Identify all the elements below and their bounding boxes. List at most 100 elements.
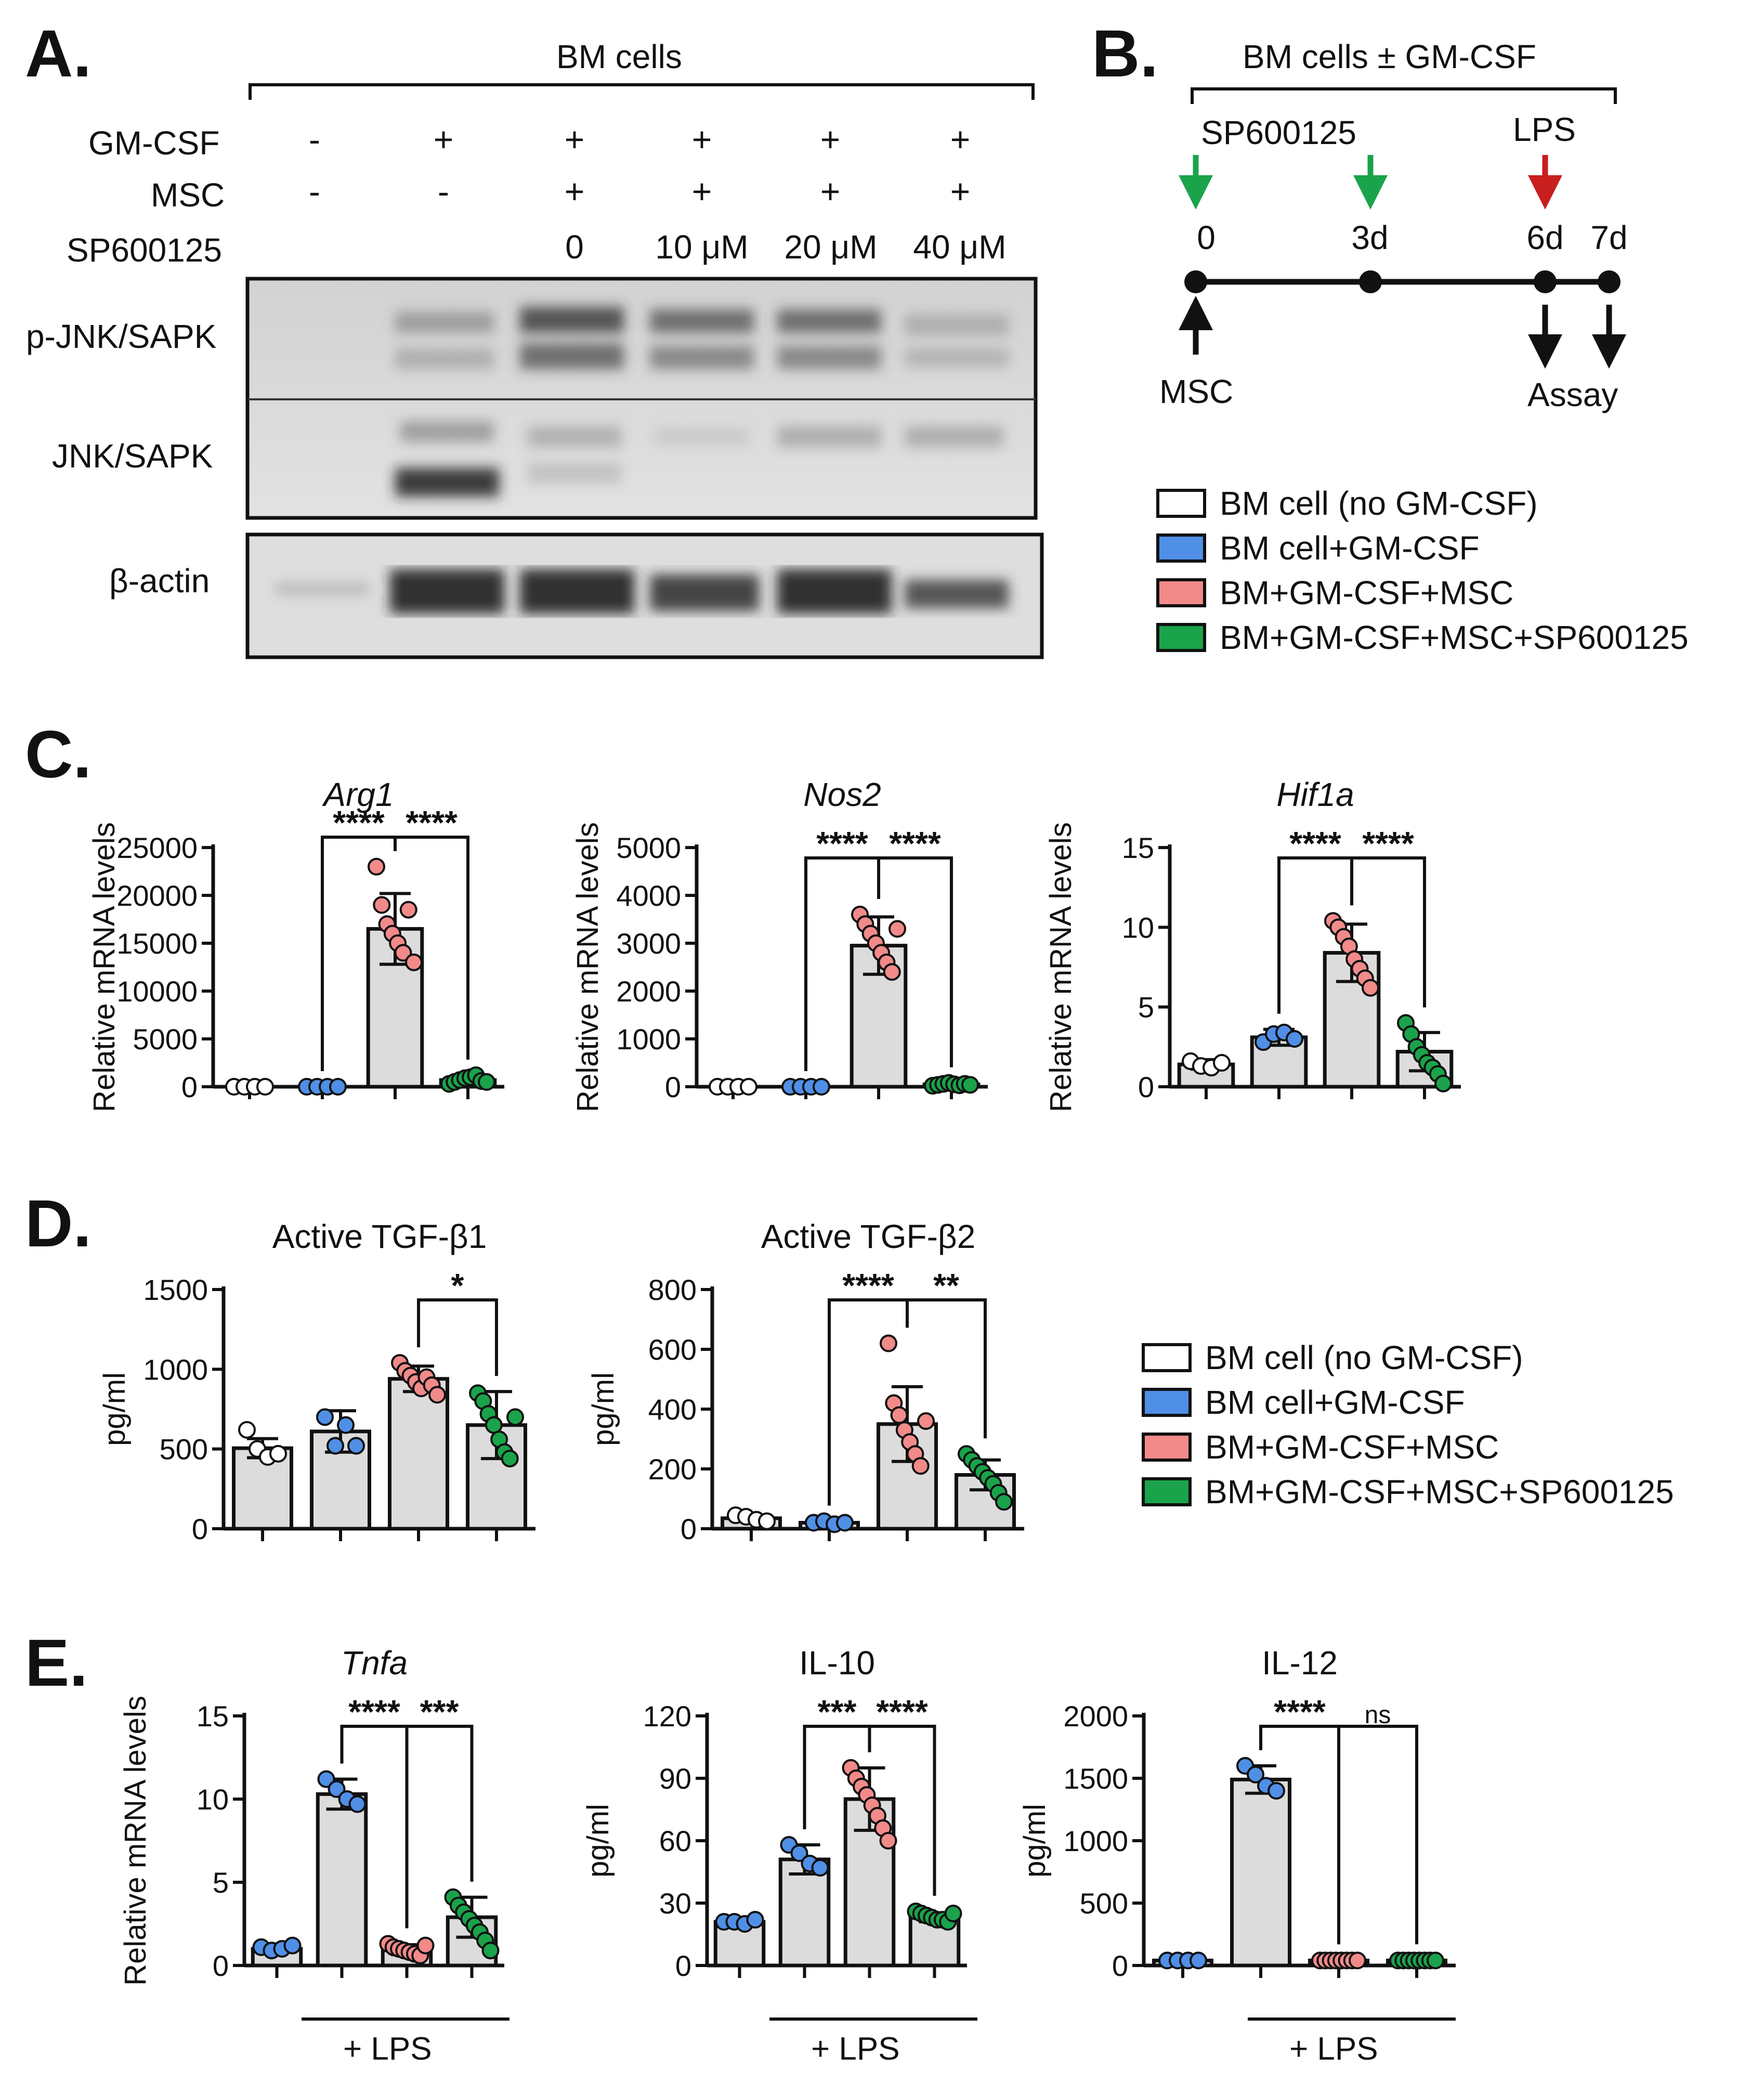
y-tick-label: 1000 — [616, 1023, 681, 1056]
data-point — [428, 1386, 446, 1404]
y-tick-label: 0 — [192, 1513, 208, 1545]
y-tick-label: 5 — [1138, 991, 1154, 1024]
timepoint-dot — [1359, 270, 1382, 293]
legend-swatch — [1142, 1388, 1192, 1417]
y-tick-label: 200 — [648, 1453, 697, 1486]
lps-underline — [302, 2017, 509, 2021]
significance-bracket — [1337, 1725, 1418, 1945]
data-point — [481, 1942, 500, 1960]
data-point — [329, 1078, 347, 1096]
data-point — [337, 1416, 355, 1434]
y-tick-label: 120 — [643, 1700, 691, 1733]
chart-il12: IL-12 pg/ml 0 500 1000 1500 2000 **** ns — [1018, 1644, 1456, 1982]
assay-timeline-label: Assay — [1527, 376, 1618, 413]
data-point — [501, 1450, 519, 1468]
data-point — [348, 1795, 367, 1813]
y-tick-label: 0 — [665, 1071, 681, 1103]
y-tick-label: 0 — [1138, 1071, 1154, 1103]
chart-title: Tnfa — [341, 1644, 408, 1682]
data-point — [888, 920, 906, 938]
legend-item: BM cell+GM-CSF — [1156, 526, 1689, 570]
y-tick-label: 25000 — [116, 831, 198, 864]
y-tick-label: 5000 — [616, 831, 681, 864]
y-tick-label: 0 — [181, 1071, 198, 1103]
y-tick-label: 15 — [1122, 831, 1154, 864]
data-point — [416, 1936, 435, 1955]
y-tick-label: 60 — [659, 1825, 691, 1857]
significance-bracket — [405, 1725, 474, 1929]
bar — [1230, 1777, 1291, 1968]
timepoint-dot — [1534, 270, 1557, 293]
y-tick-label: 20000 — [116, 879, 198, 912]
timepoint-label-3d: 3d — [1351, 219, 1389, 256]
panel-b-header-bracket — [1191, 87, 1617, 104]
legend-swatch — [1156, 489, 1206, 518]
data-point — [1268, 1782, 1285, 1800]
chart-title: Active TGF-β1 — [272, 1218, 487, 1255]
significance-bracket — [417, 1298, 498, 1376]
gmcsf-sign: + — [691, 120, 712, 159]
legend-item: BM cell+GM-CSF — [1142, 1380, 1674, 1425]
legend-swatch — [1142, 1343, 1192, 1372]
data-point — [256, 1078, 274, 1096]
data-point — [1247, 1765, 1264, 1783]
y-tick-label: 10 — [197, 1783, 229, 1816]
timeline-diagram — [1179, 155, 1626, 369]
data-point — [347, 1437, 365, 1455]
data-point — [813, 1078, 830, 1096]
y-tick-label: 5000 — [133, 1023, 198, 1056]
legend-item: BM+GM-CSF+MSC — [1156, 570, 1689, 615]
data-point — [506, 1408, 524, 1426]
significance-label: ** — [933, 1267, 959, 1304]
y-tick-label: 0 — [1112, 1949, 1128, 1982]
timepoint-label-7d: 7d — [1590, 219, 1628, 256]
legend-label: BM+GM-CSF+MSC+SP600125 — [1205, 1473, 1674, 1511]
y-tick-label: 2000 — [1063, 1700, 1128, 1733]
data-point — [911, 1457, 930, 1475]
chart-title: Hif1a — [1276, 776, 1354, 813]
data-point — [478, 1073, 495, 1091]
data-point — [1434, 1074, 1452, 1092]
significance-label: ns — [1365, 1701, 1391, 1729]
y-axis-label: Relative mRNA levels — [87, 822, 121, 1112]
data-point — [317, 1770, 335, 1788]
legend-swatch — [1142, 1433, 1192, 1462]
data-point — [328, 1780, 346, 1798]
legend-item: BM+GM-CSF+MSC+SP600125 — [1156, 615, 1689, 660]
panel-c-label: C. — [25, 718, 92, 792]
data-point — [1427, 1951, 1444, 1970]
data-point — [944, 1905, 962, 1922]
data-point — [283, 1936, 302, 1955]
legend-swatch — [1156, 533, 1206, 563]
gmcsf-sign: + — [820, 120, 841, 159]
timepoint-dot — [1598, 270, 1621, 293]
data-point — [746, 1911, 764, 1929]
gmcsf-sign: + — [950, 120, 971, 159]
data-point — [269, 1444, 287, 1463]
msc-sign: - — [309, 172, 320, 211]
y-tick-label: 90 — [659, 1762, 691, 1795]
data-point — [368, 857, 385, 876]
panel-b-header: BM cells ± GM-CSF — [1243, 38, 1536, 75]
legend-item: BM+GM-CSF+MSC+SP600125 — [1142, 1469, 1674, 1514]
y-tick-label: 0 — [681, 1513, 697, 1545]
data-point — [1190, 1951, 1207, 1970]
gmcsf-sign: + — [564, 120, 585, 159]
timepoint-label-6d: 6d — [1526, 219, 1564, 256]
chart-hif1a: Hif1a Relative mRNA levels 0 5 10 15 **** **** — [1044, 776, 1461, 1112]
significance-label: **** — [406, 804, 458, 841]
data-point — [740, 1078, 757, 1096]
chart-title: IL-12 — [1262, 1644, 1338, 1682]
lps-underline — [769, 2017, 977, 2021]
sp-dose: 10 μM — [655, 228, 749, 266]
sp-dose: 20 μM — [784, 228, 878, 266]
y-axis-label: pg/ml — [98, 1372, 132, 1446]
panel-d-label: D. — [25, 1187, 92, 1261]
chart-title: Active TGF-β2 — [761, 1218, 976, 1255]
significance-label: **** — [816, 825, 868, 862]
condition-grid: - + + + + + - - + + + + 0 10 μM 20 μM 40… — [270, 120, 1024, 276]
significance-label: **** — [348, 1693, 400, 1730]
panel-a-header-bracket — [249, 83, 1035, 100]
